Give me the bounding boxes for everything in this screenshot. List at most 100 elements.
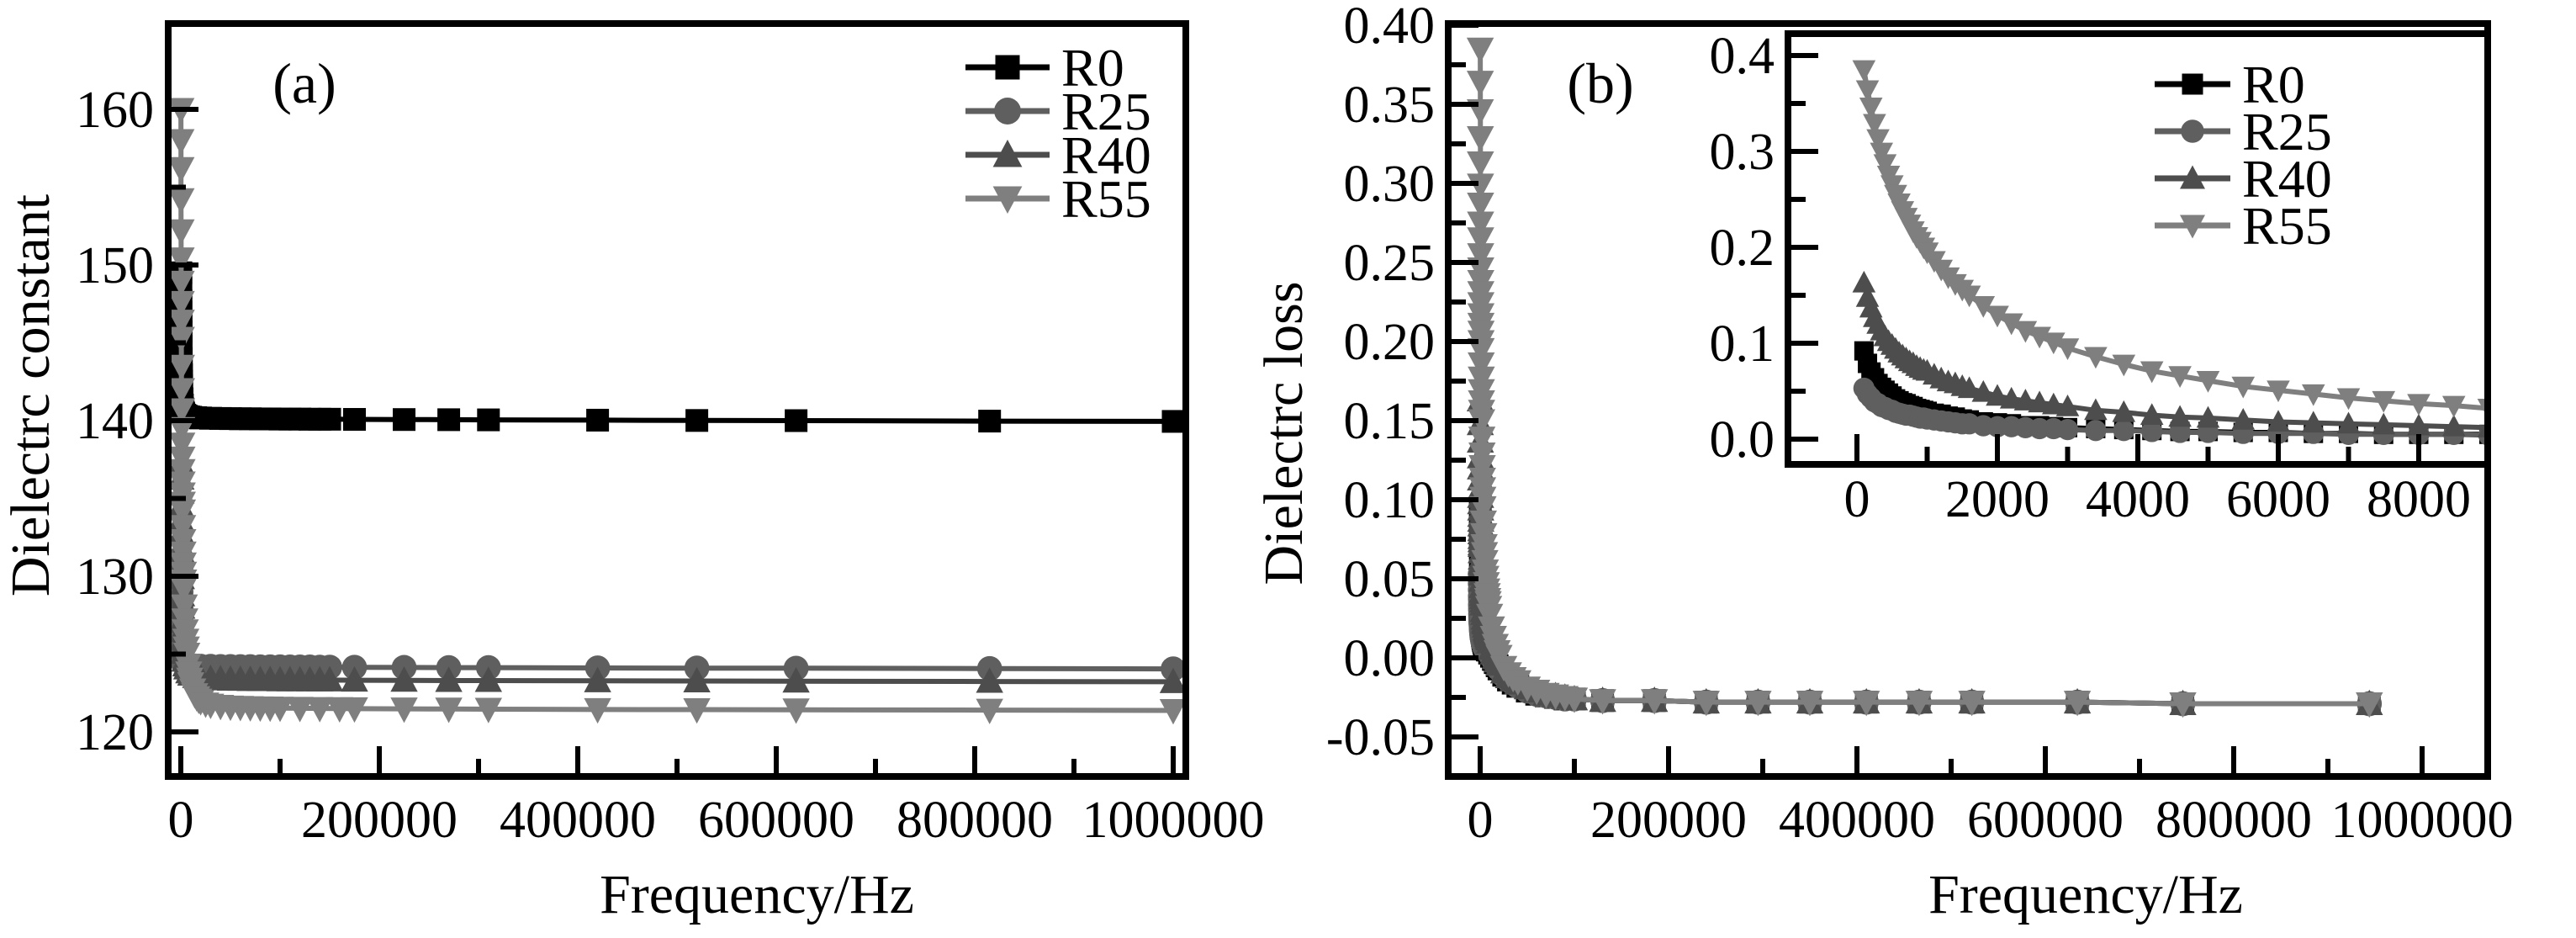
- series-R40-marker: [1971, 379, 1996, 402]
- series-R40-marker: [2231, 407, 2256, 430]
- series-R40-marker: [782, 666, 810, 693]
- series-R55-marker: [2028, 326, 2051, 349]
- series-R55-marker: [2169, 692, 2197, 718]
- legend-marker-R25: [2181, 119, 2204, 143]
- series-R40-marker: [2055, 394, 2080, 416]
- series-R55-marker: [1796, 691, 1824, 717]
- x-tick-label: 4000: [2086, 471, 2190, 528]
- series-R40-marker: [1852, 270, 1876, 293]
- x-axis-title-b: Frequency/Hz: [1928, 864, 2243, 925]
- series-R55-marker: [1468, 409, 1495, 435]
- series-R55-marker: [683, 698, 711, 724]
- x-tick-label: 400000: [1779, 792, 1935, 849]
- legend-label-R55: R55: [1061, 169, 1151, 229]
- series-R40-marker: [2407, 413, 2431, 436]
- series-R25-marker: [2169, 421, 2191, 443]
- series-R55-marker: [1853, 691, 1880, 717]
- series-R40-marker: [435, 666, 463, 692]
- y-tick-label: 0.2: [1710, 220, 1775, 277]
- x-tick-label: 600000: [698, 792, 854, 849]
- series-R0-marker: [586, 408, 610, 432]
- series-R40-marker: [2372, 412, 2396, 435]
- series-R40-marker: [2042, 392, 2066, 415]
- panel-a-background: [168, 24, 1186, 776]
- series-R55-marker: [2231, 376, 2256, 399]
- x-tick-label: 1000000: [1082, 792, 1265, 849]
- series-R55-marker: [168, 188, 195, 215]
- series-R55-marker: [1469, 495, 1497, 522]
- x-tick-label: 0: [168, 792, 194, 849]
- series-R55-marker: [1468, 427, 1496, 453]
- series-R55-marker: [1905, 691, 1933, 717]
- legend-label-R40: R40: [1061, 125, 1151, 185]
- series-R55-marker: [390, 697, 418, 723]
- series-R55-marker: [1986, 305, 2009, 328]
- legend-marker-R0: [2182, 73, 2203, 95]
- x-tick-label: 8000: [2367, 471, 2471, 528]
- series-R40-marker: [2267, 410, 2290, 432]
- legend-label-R55: R55: [2242, 196, 2332, 256]
- series-R40-marker: [2196, 405, 2220, 428]
- series-R40-marker: [390, 666, 418, 692]
- series-R55-marker: [1870, 142, 1894, 165]
- legend-label-R25: R25: [2242, 102, 2332, 162]
- legend-marker-R40: [992, 140, 1023, 167]
- series-R40-marker: [2084, 398, 2108, 421]
- series-R40-marker: [2441, 414, 2466, 437]
- series-R40-marker: [976, 667, 1003, 693]
- series-R40-marker: [474, 666, 502, 692]
- series-R55-marker: [168, 432, 196, 458]
- series-R55-marker: [168, 326, 195, 352]
- legend-label-R0: R0: [1061, 38, 1124, 98]
- panel-a-ticks: [168, 107, 1176, 776]
- series-R55-marker: [1855, 80, 1880, 103]
- series-R0-marker: [785, 409, 808, 432]
- series-R55-marker: [1467, 211, 1494, 237]
- x-tick-label: 400000: [500, 792, 656, 849]
- series-R55-marker: [168, 398, 196, 424]
- series-R55-marker: [306, 697, 334, 723]
- x-tick-label: 0: [1844, 471, 1870, 528]
- series-R55-marker: [2112, 354, 2136, 377]
- series-R55-marker: [341, 697, 368, 723]
- series-R55-marker: [2042, 332, 2066, 355]
- series-R55-marker: [1468, 352, 1495, 379]
- series-R40-marker: [1999, 386, 2023, 409]
- series-R55-marker: [2372, 390, 2396, 413]
- x-tick-label: 2000: [1945, 471, 2050, 528]
- series-R55-marker: [1958, 691, 1986, 717]
- panel-b-series: [1466, 37, 2383, 718]
- legend-marker-R40: [2180, 165, 2205, 189]
- series-R55-marker: [1466, 71, 1494, 97]
- series-R0-marker: [685, 409, 709, 432]
- y-tick-label: 150: [76, 237, 154, 294]
- series-R55-marker: [170, 594, 198, 620]
- series-R40-marker: [2168, 405, 2192, 427]
- series-R40-marker: [315, 665, 344, 692]
- panel-a-frame: [165, 20, 1189, 780]
- y-axis-title-a: Dielectrc constant: [0, 194, 61, 596]
- series-R55-marker: [1589, 689, 1616, 715]
- series-R40-marker: [2028, 390, 2051, 413]
- legend-label-R25: R25: [1061, 82, 1151, 141]
- series-R40-marker: [1159, 667, 1186, 693]
- panel-a-series: [168, 98, 1186, 725]
- y-axis-title-b: Dielectrc loss: [1253, 281, 1314, 585]
- series-R55-marker: [1467, 227, 1494, 253]
- x-tick-label: 200000: [1590, 792, 1747, 849]
- x-tick-label: 200000: [301, 792, 458, 849]
- x-tick-label: 800000: [897, 792, 1053, 849]
- series-R55-marker: [1467, 337, 1495, 364]
- series-R55-marker: [168, 247, 195, 273]
- series-R55-marker: [1467, 192, 1494, 219]
- series-R55-marker: [474, 697, 502, 723]
- x-tick-label: 6000: [2226, 471, 2330, 528]
- series-R40-marker: [341, 665, 368, 692]
- legend-marker-R55: [2180, 215, 2205, 239]
- series-R40-marker: [2013, 389, 2038, 411]
- y-tick-label: 0.25: [1344, 235, 1436, 292]
- series-R40-marker: [683, 666, 711, 693]
